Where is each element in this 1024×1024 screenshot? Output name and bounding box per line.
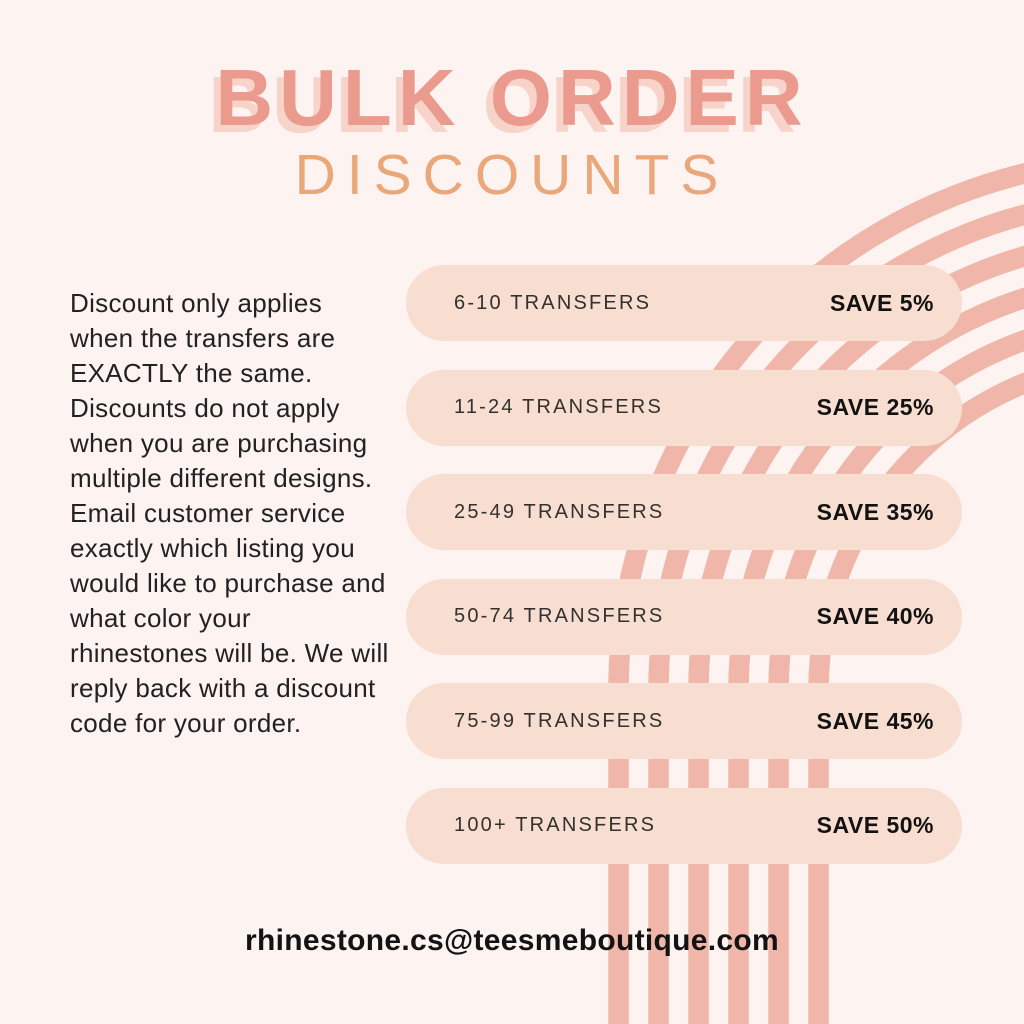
tier-range-label: 100+ TRANSFERS [454,814,657,836]
tier-range-label: 75-99 TRANSFERS [454,709,665,732]
tier-range-label: 11-24 TRANSFERS [454,396,663,418]
tier-save-value: SAVE 35% [816,498,934,525]
tier-save-value: SAVE 50% [816,812,934,838]
tier-save-value: SAVE 40% [816,603,934,629]
discount-tier-row: 50-74 TRANSFERS SAVE 40% [406,578,962,655]
discount-tier-row: 25-49 TRANSFERS SAVE 35% [406,474,962,550]
tier-range-label: 50-74 TRANSFERS [454,605,665,627]
discount-tier-row: 11-24 TRANSFERS SAVE 25% [406,369,962,446]
contact-email: rhinestone.cs@teesmeboutique.com [245,924,779,957]
tier-range-label: 25-49 TRANSFERS [454,500,665,523]
page-title: BULK ORDER [215,53,809,142]
discount-tier-row: 6-10 TRANSFERS SAVE 5% [406,265,962,341]
page-subtitle: DISCOUNTS [294,143,730,207]
tier-save-value: SAVE 45% [816,707,934,734]
discount-tier-row: 75-99 TRANSFERS SAVE 45% [406,683,962,759]
tier-range-label: 6-10 TRANSFERS [454,291,652,314]
tier-save-value: SAVE 5% [829,289,934,316]
discount-tier-list: 6-10 TRANSFERS SAVE 5% 11-24 TRANSFERS S… [406,265,962,864]
tier-save-value: SAVE 25% [816,394,934,420]
discount-policy-text: Discount only applies when the transfers… [70,288,389,738]
discount-tier-row: 100+ TRANSFERS SAVE 50% [406,787,962,864]
